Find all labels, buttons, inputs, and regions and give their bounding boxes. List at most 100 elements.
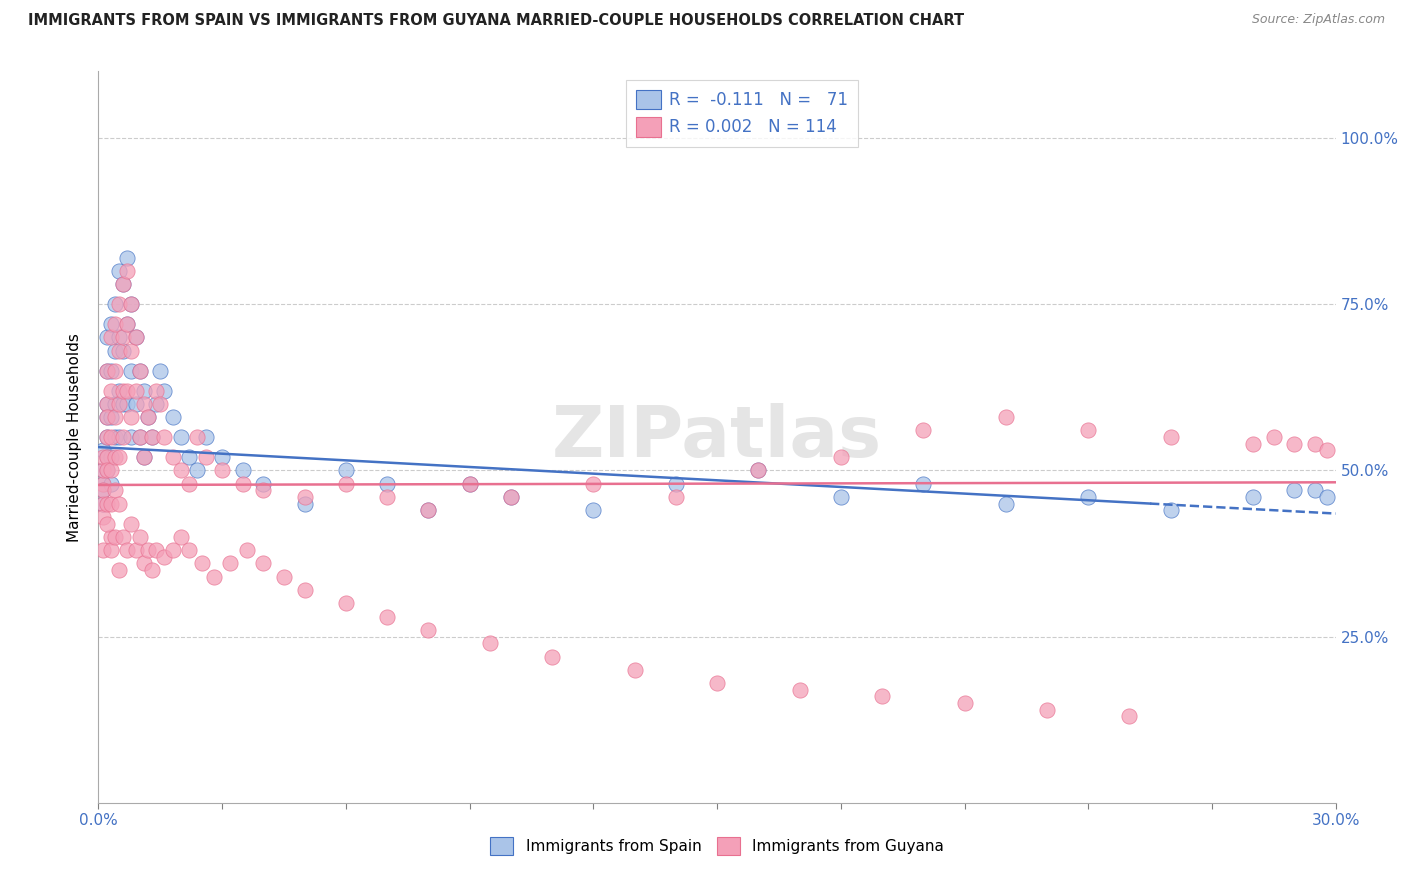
Point [1284,436,1306,450]
Point [108,430,131,444]
Point [120,516,142,531]
Point [190,557,212,571]
Point [219,557,242,571]
Point [124,397,146,411]
Point [170,430,193,444]
Point [96,497,118,511]
Point [236,543,259,558]
Point [418,503,440,517]
Point [96,450,118,464]
Point [170,530,193,544]
Point [128,530,150,544]
Point [108,264,131,278]
Point [541,649,564,664]
Point [96,410,118,425]
Point [499,490,522,504]
Point [153,549,176,564]
Point [335,463,357,477]
Point [96,463,118,477]
Point [104,363,127,377]
Point [120,363,142,377]
Point [1077,424,1099,438]
Point [706,676,728,690]
Point [418,623,440,637]
Point [1316,490,1339,504]
Point [112,530,135,544]
Point [211,450,233,464]
Point [194,430,217,444]
Point [186,430,208,444]
Point [96,430,118,444]
Point [108,330,131,344]
Point [112,330,135,344]
Point [294,490,316,504]
Point [141,563,163,577]
Point [108,343,131,358]
Point [91,497,114,511]
Point [141,430,163,444]
Point [870,690,893,704]
Point [124,384,146,398]
Point [136,410,159,425]
Point [623,663,645,677]
Point [91,543,114,558]
Point [96,450,118,464]
Text: IMMIGRANTS FROM SPAIN VS IMMIGRANTS FROM GUYANA MARRIED-COUPLE HOUSEHOLDS CORREL: IMMIGRANTS FROM SPAIN VS IMMIGRANTS FROM… [28,13,965,29]
Point [108,497,131,511]
Point [108,450,131,464]
Point [912,476,935,491]
Point [149,397,172,411]
Point [100,497,122,511]
Point [747,463,769,477]
Point [91,450,114,464]
Point [162,450,184,464]
Point [128,363,150,377]
Point [100,317,122,331]
Point [132,397,155,411]
Point [375,490,398,504]
Point [100,363,122,377]
Text: ZIPatlas: ZIPatlas [553,402,882,472]
Point [141,430,163,444]
Point [104,430,127,444]
Point [91,476,114,491]
Point [117,317,139,331]
Point [1160,503,1182,517]
Point [1303,436,1326,450]
Point [153,384,176,398]
Point [149,363,172,377]
Point [458,476,481,491]
Point [232,463,254,477]
Point [100,410,122,425]
Point [136,543,159,558]
Point [100,476,122,491]
Point [252,483,274,498]
Point [335,476,357,491]
Point [665,476,688,491]
Point [375,476,398,491]
Point [91,483,114,498]
Point [120,297,142,311]
Point [179,543,201,558]
Point [124,330,146,344]
Y-axis label: Married-couple Households: Married-couple Households [67,333,83,541]
Point [145,384,167,398]
Point [747,463,769,477]
Point [1303,483,1326,498]
Point [96,330,118,344]
Point [96,363,118,377]
Point [194,450,217,464]
Point [375,609,398,624]
Point [186,463,208,477]
Point [132,384,155,398]
Point [252,476,274,491]
Point [104,483,127,498]
Point [91,509,114,524]
Point [136,410,159,425]
Point [994,410,1017,425]
Point [211,463,233,477]
Point [104,530,127,544]
Point [100,330,122,344]
Point [108,297,131,311]
Point [458,476,481,491]
